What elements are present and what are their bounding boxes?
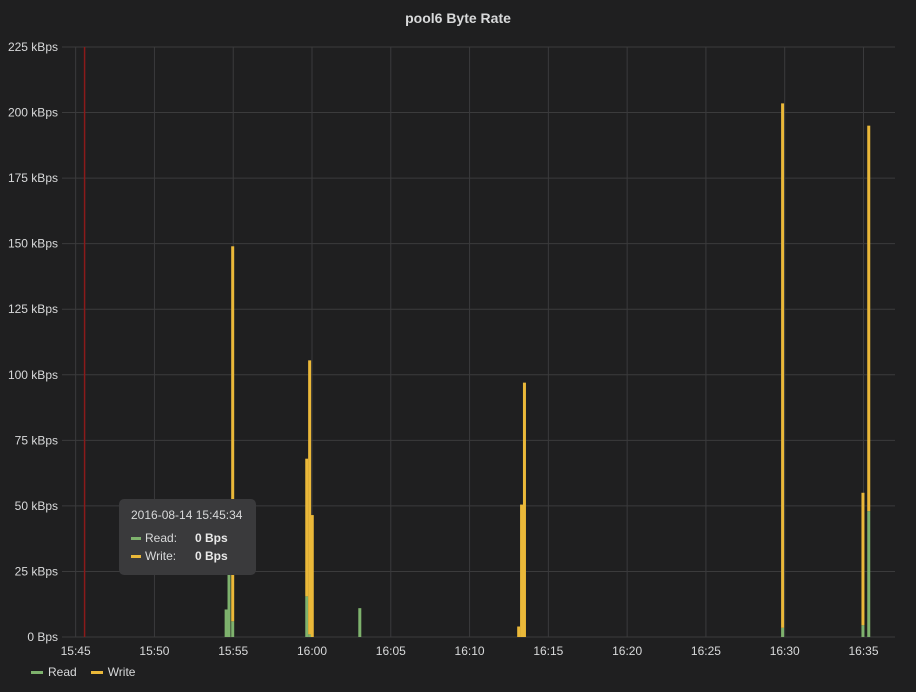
y-tick-label: 50 kBps [15,499,58,513]
tooltip-row-write: Write: 0 Bps [131,547,244,565]
x-tick-label: 15:55 [218,644,248,658]
write-bar [522,382,526,637]
write-bar [517,626,521,637]
legend-write-swatch [90,670,103,674]
write-bar [520,504,524,637]
write-bar [781,103,785,628]
byte-rate-chart[interactable]: 0 Bps 25 kBps 50 kBps 75 kBps 100 kBps 125 kB… [0,0,916,660]
x-tick-label: 16:10 [455,644,485,658]
read-bar [305,596,309,637]
read-bar [358,608,362,637]
tooltip-read-label: Read: [145,531,178,545]
panel-title: pool6 Byte Rate [405,10,511,26]
hover-tooltip: 2016-08-14 15:45:34 Read: 0 Bps Write: 0… [119,499,256,575]
x-tick-label: 16:15 [533,644,563,658]
y-tick-label: 125 kBps [8,302,58,316]
x-tick-label: 15:50 [139,644,169,658]
write-bar [861,492,865,626]
x-tick-label: 16:00 [297,644,327,658]
tooltip-write-label: Write: [145,549,177,563]
y-tick-label: 225 kBps [8,40,58,54]
x-tick-label: 16:25 [691,644,721,658]
y-tick-label: 75 kBps [15,433,58,447]
x-tick-label: 16:20 [612,644,642,658]
write-bar [231,246,235,622]
legend: Read Write [31,665,149,679]
legend-read-label: Read [48,665,77,679]
write-bar [867,125,871,512]
legend-item-read[interactable]: Read [31,665,77,679]
y-tick-label: 175 kBps [8,171,58,185]
x-tick-label: 16:05 [376,644,406,658]
read-bar [867,511,871,637]
x-tick-label: 16:30 [770,644,800,658]
y-tick-label: 200 kBps [8,106,58,120]
tooltip-read-value: 0 Bps [195,531,228,545]
tooltip-write-value: 0 Bps [195,549,228,563]
write-swatch [131,554,141,558]
read-swatch [131,536,141,540]
write-bar [308,360,312,635]
read-bar [227,574,231,637]
legend-write-label: Write [107,665,136,679]
read-bar [781,627,785,637]
read-bar [308,634,312,637]
legend-read-swatch [31,670,43,674]
read-bar [861,625,865,637]
read-bar [224,609,228,637]
x-tick-label: 16:35 [848,644,878,658]
y-tick-label: 150 kBps [8,237,58,251]
y-tick-label: 25 kBps [15,564,58,578]
y-tick-label: 0 Bps [27,630,58,644]
read-bar [231,621,235,637]
x-tick-label: 15:45 [61,644,91,658]
write-bar [305,458,309,597]
legend-item-write[interactable]: Write [90,665,136,679]
tooltip-row-read: Read: 0 Bps [131,529,244,547]
write-bar [310,515,314,637]
tooltip-time: 2016-08-14 15:45:34 [131,508,243,522]
y-tick-label: 100 kBps [8,368,58,382]
